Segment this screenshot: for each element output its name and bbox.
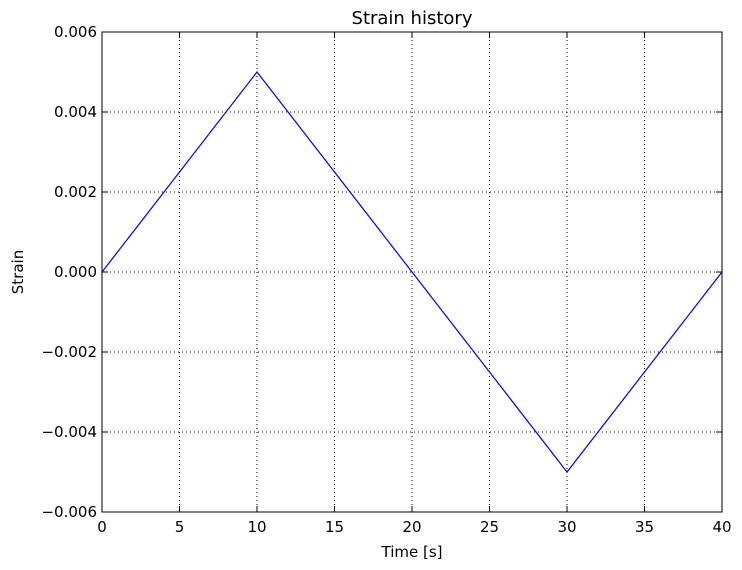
y-axis-label: Strain	[9, 250, 27, 294]
x-tick-label: 10	[247, 518, 266, 536]
y-tick-label: 0.000	[54, 263, 97, 281]
y-tick-labels: −0.006 −0.004 −0.002 0.000 0.002 0.004 0.006	[41, 23, 97, 521]
y-tick-label: 0.006	[54, 23, 97, 41]
grid-layer	[102, 32, 722, 512]
x-tick-label: 15	[325, 518, 344, 536]
y-tick-label: 0.004	[54, 103, 97, 121]
series-line	[101, 71, 723, 473]
y-tick-label: 0.002	[54, 183, 97, 201]
data-point	[256, 71, 258, 73]
x-tick-label: 40	[712, 518, 731, 536]
x-tick-label: 0	[97, 518, 107, 536]
y-tick-label: −0.004	[41, 423, 97, 441]
x-tick-label: 5	[175, 518, 185, 536]
x-tick-label: 30	[557, 518, 576, 536]
data-point	[566, 471, 568, 473]
x-axis-label: Time [s]	[381, 543, 443, 561]
y-tick-label: −0.002	[41, 343, 97, 361]
x-tick-label: 35	[635, 518, 654, 536]
x-tick-labels: 0 5 10 15 20 25 30 35 40	[97, 518, 731, 536]
tick-marks-layer	[101, 31, 723, 513]
x-tick-label: 25	[480, 518, 499, 536]
y-tick-label: −0.006	[41, 503, 97, 521]
chart-title: Strain history	[352, 8, 473, 29]
x-tick-label: 20	[402, 518, 421, 536]
